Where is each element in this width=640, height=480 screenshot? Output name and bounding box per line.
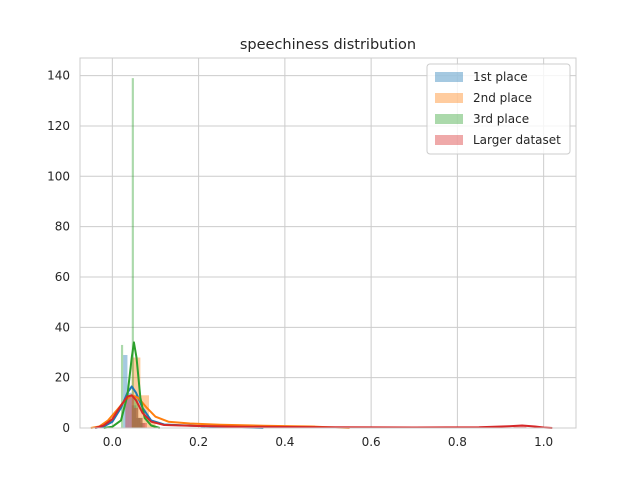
legend-swatch (435, 93, 463, 103)
histogram-bar (149, 420, 156, 428)
x-tick-label: 0.6 (362, 435, 381, 449)
histogram-bar (125, 397, 130, 428)
y-tick-label: 60 (55, 270, 70, 284)
y-tick-label: 100 (47, 169, 70, 183)
histogram-bar (133, 395, 139, 428)
legend-swatch (435, 135, 463, 145)
x-tick-label: 0.8 (448, 435, 467, 449)
legend-label: 3rd place (473, 112, 529, 126)
grid-lines (80, 58, 576, 429)
kde-line (94, 394, 553, 429)
chart-title: speechiness distribution (240, 37, 416, 53)
x-axis: 0.0 0.2 0.4 0.6 0.8 1.0 (103, 435, 553, 449)
legend: 1st place 2nd place 3rd place Larger datase… (426, 63, 571, 155)
histogram-bar (129, 395, 134, 428)
x-tick-label: 0.4 (275, 435, 294, 449)
legend-label: Larger dataset (473, 133, 561, 147)
x-tick-label: 0.2 (189, 435, 208, 449)
legend-label: 1st place (473, 70, 528, 84)
histogram-bar (513, 425, 527, 428)
histogram-bar (133, 407, 139, 428)
histogram-bar (138, 417, 143, 428)
kde-curves (90, 341, 553, 429)
x-tick-label: 1.0 (534, 435, 553, 449)
plot-frame (79, 57, 577, 429)
histogram-bar (138, 417, 143, 428)
kde-line (103, 341, 161, 429)
y-tick-label: 20 (55, 371, 70, 385)
y-tick-label: 140 (47, 69, 70, 83)
legend-label: 2nd place (473, 91, 532, 105)
y-tick-label: 120 (47, 119, 70, 133)
histogram-bar (136, 417, 141, 428)
y-axis: 0 20 40 60 80 100 120 140 (47, 69, 70, 435)
histogram-bar (140, 422, 145, 428)
histogram-bar (120, 344, 124, 428)
y-tick-label: 40 (55, 320, 70, 334)
histogram-bar (131, 405, 137, 428)
legend-swatch (435, 72, 463, 82)
histogram-bar (123, 355, 128, 428)
legend-frame (426, 63, 571, 155)
histogram-bar (127, 392, 132, 428)
histogram-bar (131, 78, 134, 429)
x-tick-label: 0.0 (103, 435, 122, 449)
histogram-bar (142, 422, 147, 428)
y-tick-label: 0 (62, 421, 70, 435)
legend-swatch (435, 114, 463, 124)
y-tick-label: 80 (55, 220, 70, 234)
